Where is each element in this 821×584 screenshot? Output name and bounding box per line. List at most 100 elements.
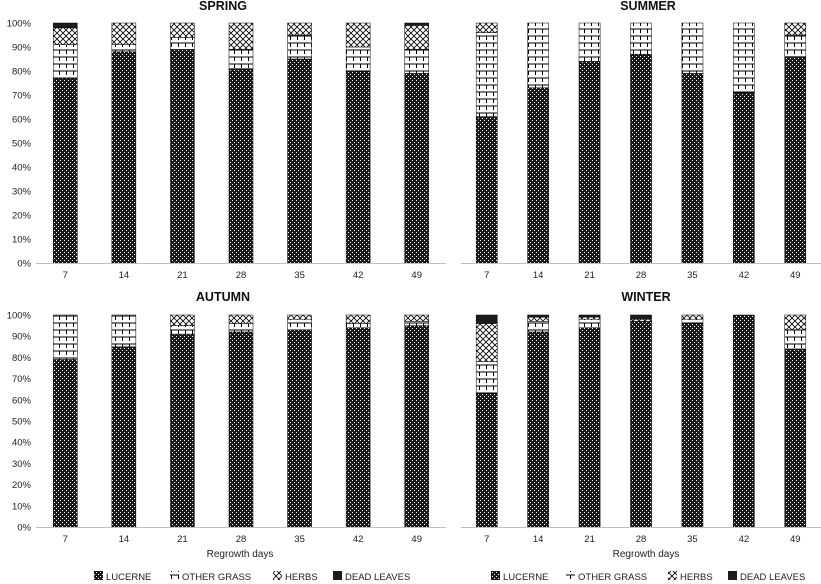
legend-swatch-other-grass	[566, 571, 575, 580]
x-tick-label: 7	[63, 534, 68, 545]
y-tick-label: 20%	[12, 211, 32, 222]
y-tick-label: 40%	[12, 438, 32, 449]
bar-segment-other-grass	[53, 44, 78, 79]
bar-segment-other-grass	[345, 46, 371, 72]
bar-segment-lucerne	[170, 333, 195, 528]
bar-segment-herbs	[630, 318, 652, 322]
bar-segment-herbs	[681, 314, 704, 320]
legend-swatch-lucerne	[94, 571, 103, 580]
y-tick-label: 30%	[12, 187, 32, 198]
y-tick-label: 50%	[12, 139, 32, 150]
panel-summer: SUMMER 7 14 21 28 35 42 49	[461, 0, 821, 281]
legend-swatch-herbs	[668, 571, 677, 580]
legend-swatch-dead-leaves	[728, 571, 737, 580]
bar-segment-other-grass	[681, 318, 704, 324]
bar-segment-lucerne	[578, 327, 601, 528]
bar-segment-herbs	[287, 314, 312, 320]
bar-segment-herbs	[404, 25, 429, 50]
x-tick-label: 28	[636, 534, 647, 545]
legend-swatch-other-grass	[170, 571, 179, 580]
y-tick-label: 50%	[12, 417, 32, 428]
legend-label-herbs: HERBS	[680, 572, 713, 583]
y-tick-label: 100%	[7, 311, 32, 322]
x-tick-label: 49	[411, 270, 422, 281]
legend-label-other-grass: OTHER GRASS	[578, 572, 647, 583]
bar-segment-other-grass	[784, 329, 807, 350]
legend-left: LUCERNE OTHER GRASS HERBS DEAD LEAVES	[94, 571, 410, 583]
x-tick-label: 21	[584, 534, 595, 545]
y-tick-label: 10%	[12, 235, 32, 246]
x-tick-label: 35	[687, 270, 698, 281]
x-tick-label: 49	[790, 534, 801, 545]
bar-segment-other-grass	[630, 22, 652, 55]
x-axis-title: Regrowth days	[207, 549, 274, 560]
bar-segment-other-grass	[578, 22, 601, 62]
bar-segment-other-grass	[287, 34, 312, 60]
y-tick-label: 0%	[17, 259, 31, 270]
x-tick-label: 42	[353, 270, 364, 281]
bar-segment-herbs	[170, 314, 195, 326]
y-tick-label: 70%	[12, 374, 32, 385]
bar-segment-lucerne	[53, 359, 78, 528]
bar-segment-lucerne	[475, 116, 498, 264]
bar-segment-lucerne	[681, 323, 704, 528]
y-tick-label: 40%	[12, 163, 32, 174]
bar-segment-herbs	[784, 22, 807, 36]
x-tick-label: 35	[687, 534, 698, 545]
bar-segment-lucerne	[733, 314, 755, 528]
bar-segment-herbs	[287, 22, 312, 36]
bar-segment-herbs	[784, 314, 807, 331]
x-tick-label: 7	[484, 534, 489, 545]
bar-segment-other-grass	[170, 37, 195, 50]
bar-segment-other-grass	[170, 325, 195, 335]
y-tick-label: 90%	[12, 332, 32, 343]
x-tick-label: 21	[177, 534, 188, 545]
x-tick-label: 49	[411, 534, 422, 545]
x-tick-label: 42	[739, 534, 750, 545]
panel-winter: WINTER Regrowth days 7 14 21 28 35 42 49	[461, 290, 821, 560]
bar-segment-other-grass	[287, 318, 312, 331]
bar-segment-lucerne	[681, 73, 704, 264]
bar-segment-lucerne	[784, 56, 807, 264]
bar-segment-lucerne	[578, 61, 601, 264]
y-tick-label: 20%	[12, 480, 32, 491]
panel-title: SPRING	[199, 0, 247, 13]
bar-segment-herbs	[228, 314, 254, 324]
y-tick-label: 80%	[12, 353, 32, 364]
x-tick-label: 35	[294, 270, 305, 281]
bar-segment-lucerne	[527, 87, 549, 264]
bar-segment-lucerne	[345, 70, 371, 264]
legend-label-dead-leaves: DEAD LEAVES	[740, 572, 805, 583]
legend-right: LUCERNE OTHER GRASS HERBS DEAD LEAVES	[491, 571, 805, 583]
legend-swatch-dead-leaves	[333, 571, 342, 580]
bar-segment-dead-leaves	[404, 22, 429, 26]
bar-segment-other-grass	[53, 314, 78, 360]
bar-segment-herbs	[475, 323, 498, 362]
bar-segment-dead-leaves	[527, 314, 549, 318]
bar-segment-lucerne	[733, 92, 755, 264]
x-tick-label: 42	[739, 270, 750, 281]
bar-segment-other-grass	[404, 49, 429, 74]
panel-title: AUTUMN	[196, 290, 250, 304]
bar-segment-dead-leaves	[53, 22, 78, 29]
y-tick-label: 90%	[12, 43, 32, 54]
legend-label-lucerne: LUCERNE	[106, 572, 151, 583]
x-tick-label: 35	[294, 534, 305, 545]
panel-title: WINTER	[621, 290, 670, 304]
bar-segment-herbs	[527, 316, 549, 322]
bar-segment-lucerne	[111, 51, 137, 264]
bar-segment-lucerne	[784, 348, 807, 528]
bar-segment-other-grass	[784, 34, 807, 57]
bar-segment-herbs	[345, 22, 371, 48]
bar-segment-dead-leaves	[475, 314, 498, 324]
bar-segment-lucerne	[630, 53, 652, 264]
bar-segment-lucerne	[228, 331, 254, 528]
legend-label-herbs: HERBS	[285, 572, 318, 583]
bar-segment-other-grass	[475, 361, 498, 394]
panel-autumn: AUTUMN Regrowth days 0% 10% 20% 30% 40% 50% 60…	[7, 290, 446, 560]
y-tick-label: 60%	[12, 115, 32, 126]
legend-label-dead-leaves: DEAD LEAVES	[345, 572, 410, 583]
x-tick-label: 21	[177, 270, 188, 281]
bar-segment-lucerne	[287, 329, 312, 528]
